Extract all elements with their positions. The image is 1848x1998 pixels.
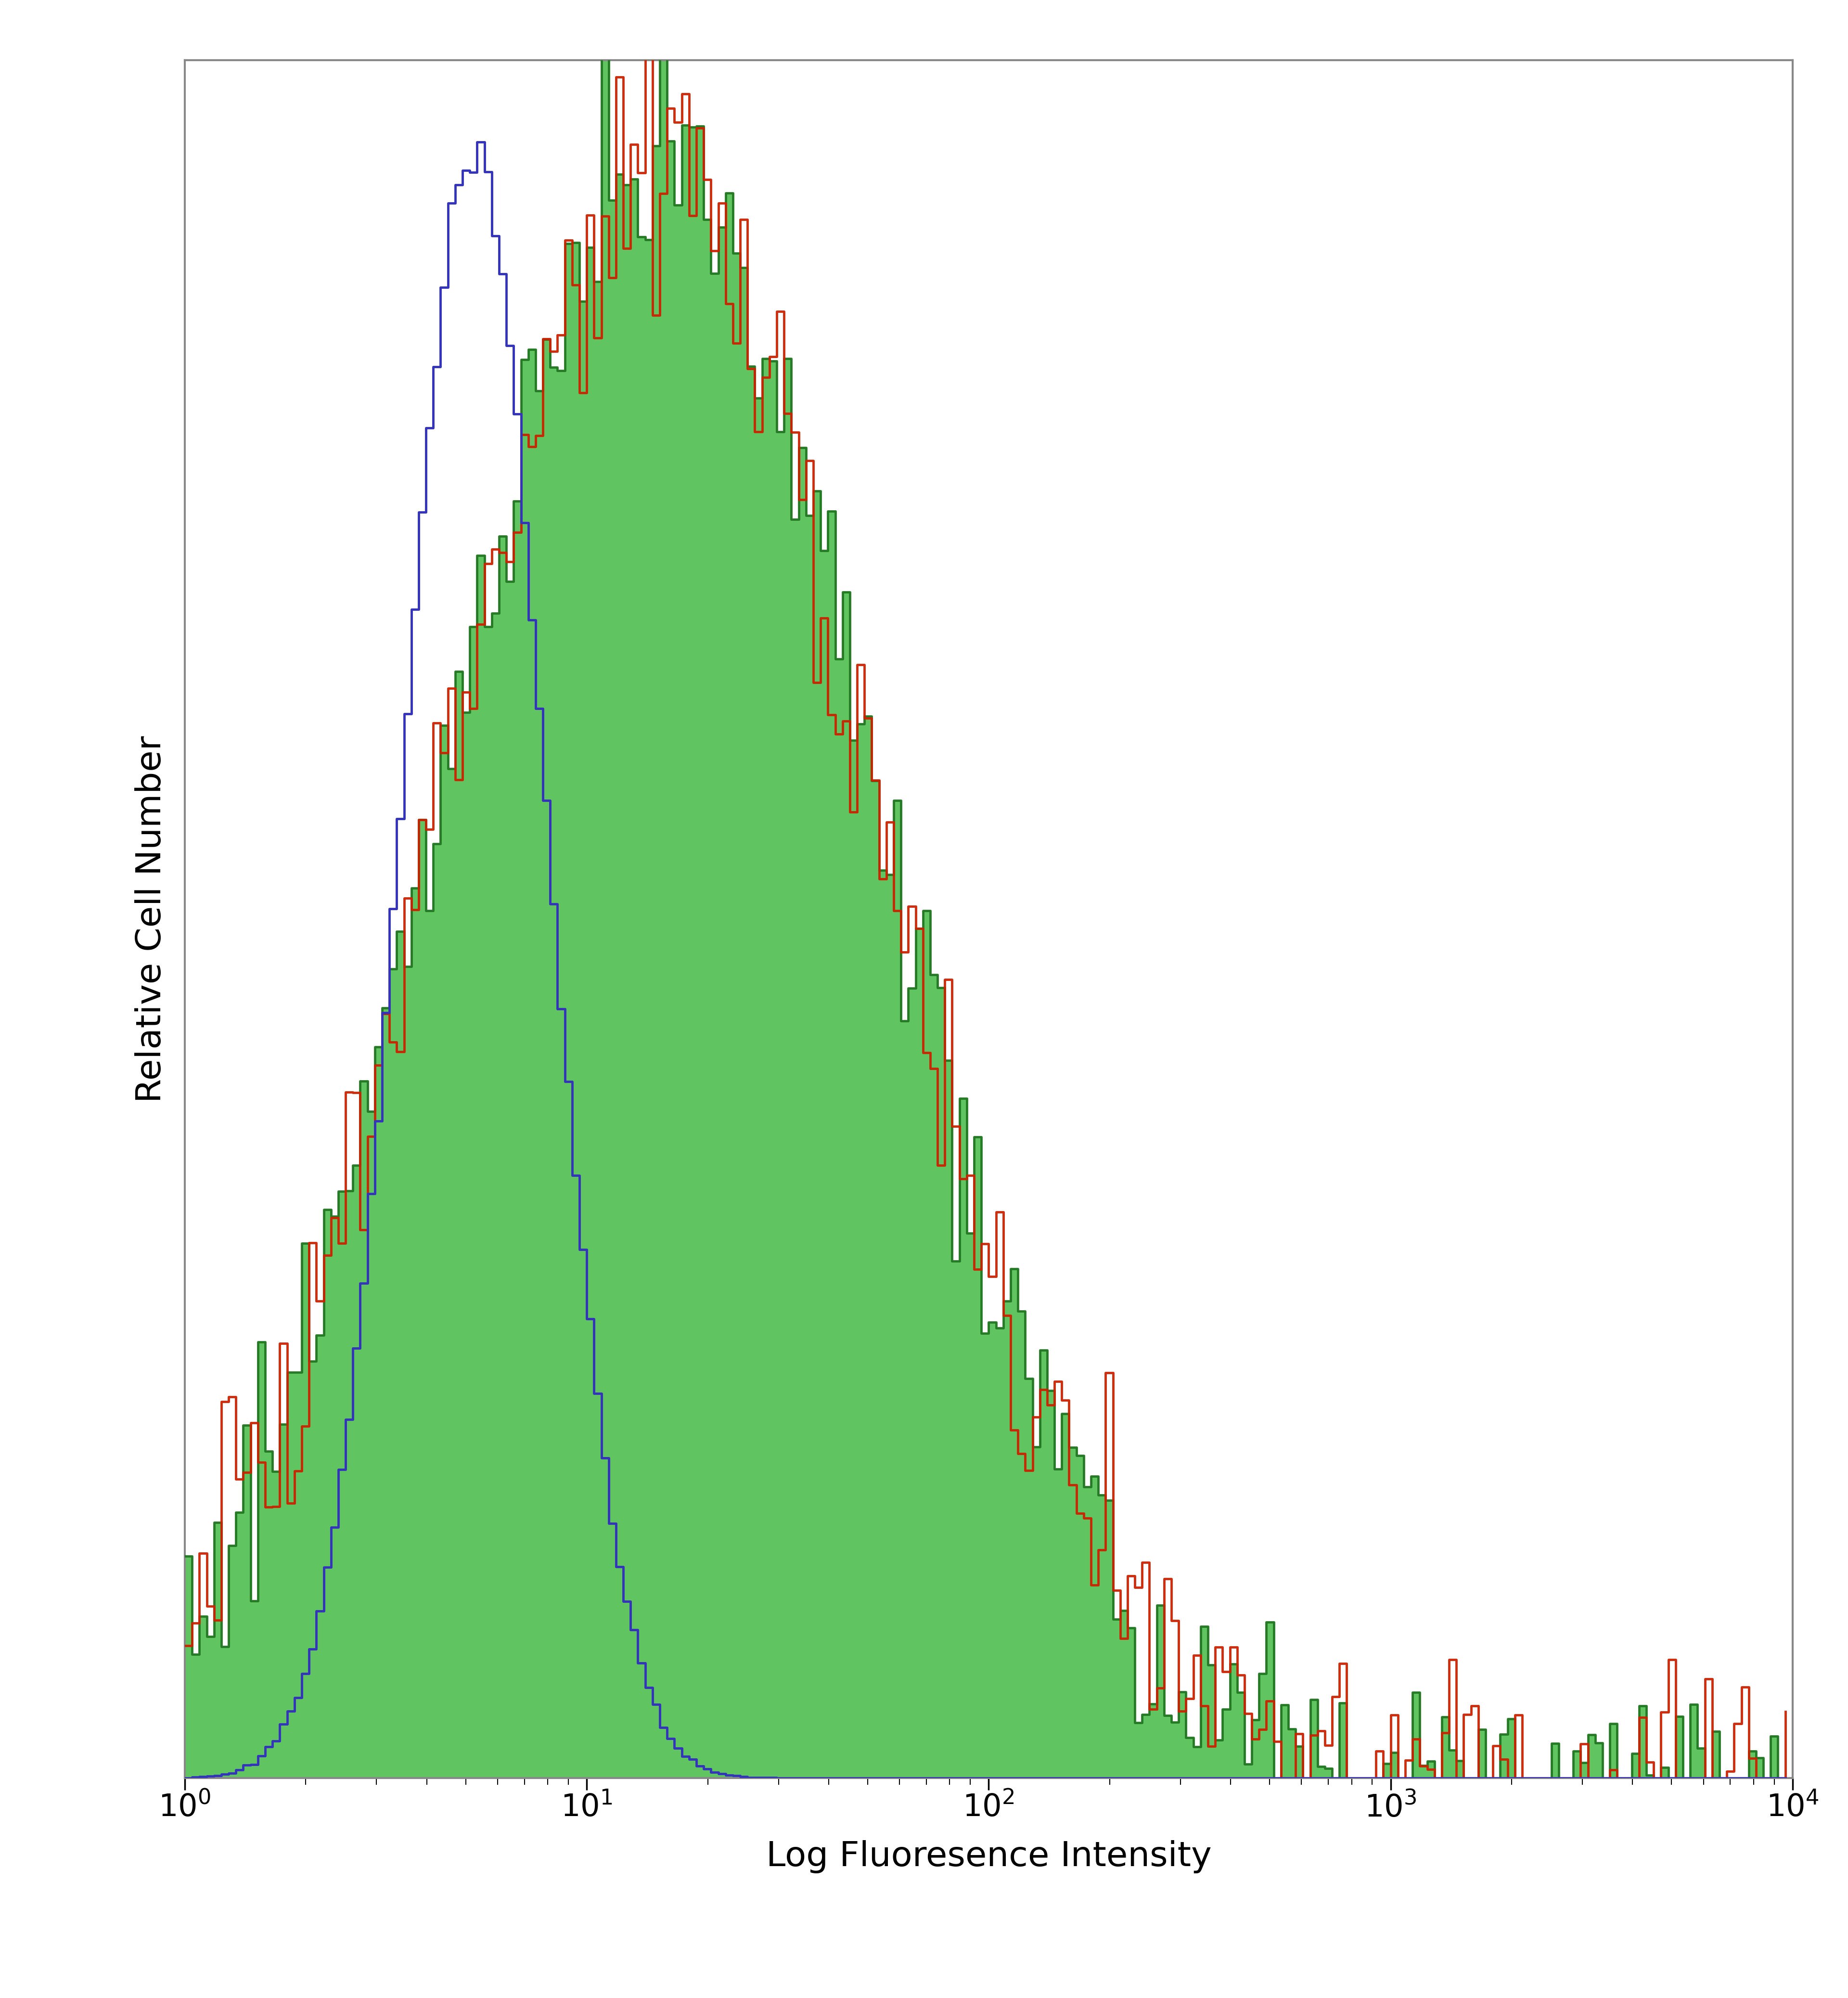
Y-axis label: Relative Cell Number: Relative Cell Number [135,735,168,1103]
X-axis label: Log Fluoresence Intensity: Log Fluoresence Intensity [765,1840,1212,1874]
